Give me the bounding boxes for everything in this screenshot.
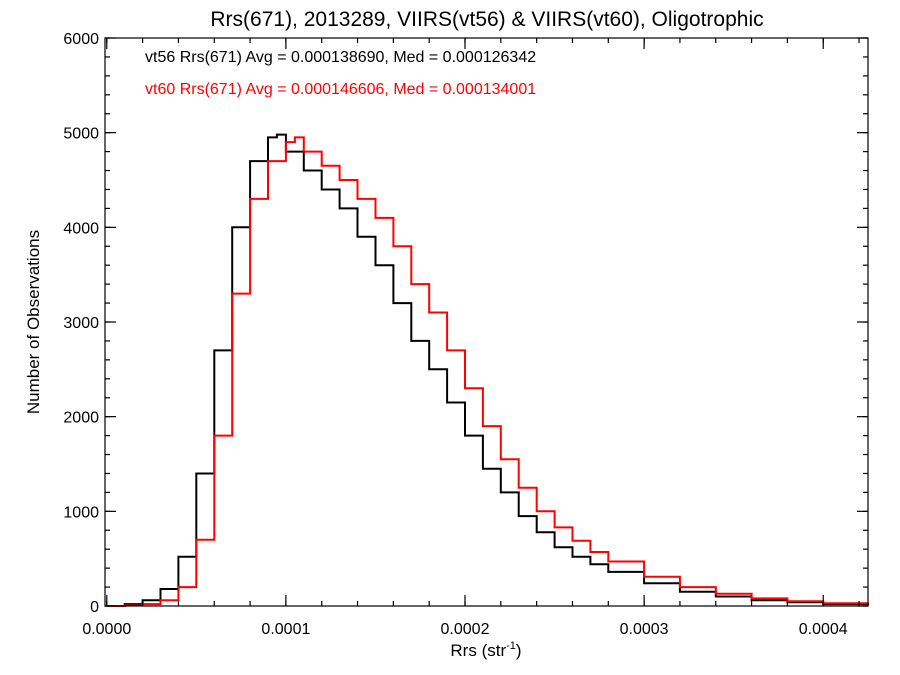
x-tick-label: 0.0000: [82, 621, 131, 638]
y-tick-label: 0: [90, 599, 99, 616]
x-axis-label-text: Rrs (str: [450, 641, 506, 660]
plot-frame: [104, 37, 869, 607]
y-tick-label: 5000: [63, 126, 99, 143]
y-tick-label: 6000: [63, 31, 99, 48]
x-tick-label: 0.0003: [620, 621, 669, 638]
x-axis-label-superscript: -1: [506, 640, 516, 652]
y-tick-label: 2000: [63, 410, 99, 427]
series-layer: [106, 133, 869, 607]
series-line-0: [106, 133, 869, 607]
y-tick-label: 3000: [63, 315, 99, 332]
x-tick-label: 0.0004: [799, 621, 848, 638]
legend-entry-vt60: vt60 Rrs(671) Avg = 0.000146606, Med = 0…: [145, 81, 536, 98]
y-tick-label: 1000: [63, 504, 99, 521]
x-tick-label: 0.0002: [441, 621, 490, 638]
y-tick-label: 4000: [63, 220, 99, 237]
x-axis-label-suffix: ): [516, 641, 522, 660]
chart-title: Rrs(671), 2013289, VIIRS(vt56) & VIIRS(v…: [210, 8, 763, 31]
ticks-layer: 0.0000 0.0001 0.0002 0.0003 0.0004 0 1000 2000 3…: [63, 31, 868, 638]
legend-entry-vt56: vt56 Rrs(671) Avg = 0.000138690, Med = 0…: [145, 49, 536, 66]
x-tick-label: 0.0001: [261, 621, 310, 638]
series-line-1: [106, 136, 869, 607]
y-axis-label: Number of Observations: [24, 230, 43, 414]
x-axis-label: Rrs (str-1): [450, 640, 521, 660]
